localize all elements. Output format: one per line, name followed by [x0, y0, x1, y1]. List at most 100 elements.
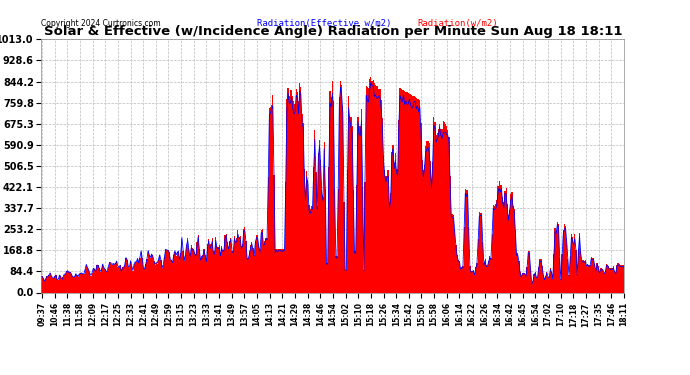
- Bar: [353, 190, 354, 292]
- Bar: [461, 267, 462, 292]
- Title: Solar & Effective (w/Incidence Angle) Radiation per Minute Sun Aug 18 18:11: Solar & Effective (w/Incidence Angle) Ra…: [43, 25, 622, 38]
- Bar: [425, 146, 426, 292]
- Bar: [239, 236, 241, 292]
- Bar: [77, 277, 79, 292]
- Bar: [415, 98, 417, 292]
- Bar: [100, 272, 101, 292]
- Bar: [333, 101, 334, 292]
- Bar: [540, 260, 542, 292]
- Bar: [319, 140, 320, 292]
- Bar: [144, 269, 145, 292]
- Bar: [136, 262, 137, 292]
- Bar: [566, 239, 567, 292]
- Bar: [591, 257, 592, 292]
- Bar: [262, 229, 263, 292]
- Bar: [368, 88, 369, 292]
- Bar: [451, 214, 452, 292]
- Bar: [348, 96, 349, 292]
- Bar: [227, 242, 228, 292]
- Bar: [609, 268, 611, 292]
- Bar: [464, 189, 466, 292]
- Bar: [47, 277, 48, 292]
- Bar: [206, 259, 207, 292]
- Bar: [359, 126, 361, 292]
- Bar: [70, 274, 72, 292]
- Bar: [168, 252, 170, 292]
- Bar: [526, 267, 528, 292]
- Bar: [265, 237, 266, 292]
- Bar: [229, 240, 230, 292]
- Bar: [373, 80, 374, 292]
- Bar: [81, 273, 82, 292]
- Bar: [452, 214, 453, 292]
- Bar: [620, 265, 621, 292]
- Bar: [161, 268, 163, 292]
- Bar: [335, 256, 337, 292]
- Bar: [460, 268, 461, 292]
- Bar: [173, 255, 175, 292]
- Bar: [489, 256, 491, 292]
- Bar: [384, 170, 386, 292]
- Bar: [210, 244, 212, 292]
- Bar: [259, 249, 261, 292]
- Bar: [194, 252, 195, 292]
- Bar: [297, 92, 298, 292]
- Bar: [202, 255, 204, 292]
- Bar: [166, 250, 168, 292]
- Bar: [148, 255, 150, 292]
- Bar: [255, 240, 256, 292]
- Bar: [45, 279, 46, 292]
- Bar: [417, 99, 418, 292]
- Bar: [601, 268, 602, 292]
- Bar: [398, 120, 400, 292]
- Bar: [137, 259, 138, 292]
- Bar: [374, 84, 375, 292]
- Bar: [277, 249, 278, 292]
- Bar: [158, 260, 159, 292]
- Bar: [607, 264, 608, 292]
- Bar: [474, 274, 475, 292]
- Bar: [530, 267, 531, 292]
- Bar: [48, 275, 50, 292]
- Bar: [318, 153, 319, 292]
- Bar: [595, 270, 596, 292]
- Bar: [544, 279, 545, 292]
- Bar: [52, 278, 53, 292]
- Bar: [193, 249, 194, 292]
- Bar: [226, 234, 227, 292]
- Bar: [466, 190, 467, 292]
- Bar: [493, 205, 494, 292]
- Bar: [250, 245, 251, 292]
- Bar: [313, 166, 314, 292]
- Bar: [604, 271, 606, 292]
- Bar: [268, 177, 269, 292]
- Bar: [450, 176, 451, 292]
- Bar: [546, 272, 547, 292]
- Bar: [574, 234, 575, 292]
- Bar: [376, 86, 377, 292]
- Bar: [217, 248, 219, 292]
- Bar: [275, 249, 276, 292]
- Bar: [337, 189, 339, 292]
- Bar: [266, 238, 268, 292]
- Bar: [447, 130, 448, 292]
- Bar: [518, 261, 520, 292]
- Bar: [486, 266, 487, 292]
- Bar: [82, 274, 83, 292]
- Bar: [156, 263, 157, 292]
- Bar: [221, 246, 222, 292]
- Bar: [560, 279, 562, 292]
- Bar: [195, 254, 197, 292]
- Bar: [307, 180, 308, 292]
- Bar: [354, 251, 355, 292]
- Bar: [418, 99, 420, 292]
- Bar: [263, 244, 264, 292]
- Bar: [569, 275, 570, 292]
- Bar: [315, 172, 317, 292]
- Bar: [404, 91, 405, 292]
- Bar: [413, 96, 415, 292]
- Bar: [119, 265, 121, 292]
- Bar: [282, 249, 283, 292]
- Bar: [234, 236, 235, 292]
- Bar: [406, 92, 408, 292]
